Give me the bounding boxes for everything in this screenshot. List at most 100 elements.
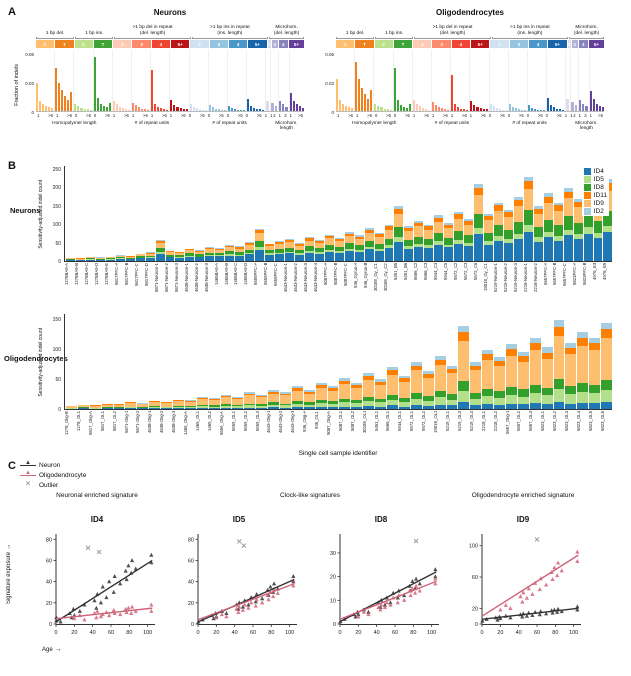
spectrum-bar [386, 109, 389, 111]
bar-segment [454, 218, 464, 232]
scatter-plot-id8: 0 20 40 60 80 100 0 10 20 30 [330, 534, 439, 636]
bar-segment [523, 225, 533, 232]
bar-segment [553, 202, 563, 206]
bar-segment [424, 229, 434, 239]
x-tick-label: 40 [90, 630, 96, 636]
axis-group-caption: # of repeat units [512, 121, 547, 126]
spectrum-bar [432, 101, 435, 111]
bar-segment [173, 400, 184, 402]
bar-segment [553, 205, 563, 211]
bar-segment [444, 244, 454, 248]
panel-b-stacked-counts: Neurons Sensitivity-adjusted indel count… [0, 158, 631, 458]
bar-segment [434, 404, 446, 409]
indel-subtype-box: 5+ [588, 40, 605, 48]
sample-label: 5559_OL2 [243, 411, 248, 432]
y-axis-title-text: Signature exposure [6, 552, 12, 605]
stacked-bar [125, 314, 137, 409]
bar-segment [280, 403, 291, 406]
bar-segment [577, 346, 589, 383]
x-tick-group: 0 >5 [93, 113, 111, 120]
x-tick-group: 1 >5 [289, 113, 304, 120]
bar-segment [375, 402, 387, 407]
spectrum-bar [237, 110, 240, 111]
legend-item: ID8 [583, 184, 607, 191]
spectrum-bar [451, 75, 454, 111]
bar-segment [398, 381, 410, 398]
bar-segment [339, 406, 351, 409]
spectrum-bar [173, 105, 176, 111]
bar-segment [137, 403, 149, 404]
sample-label: 5657PFC-C [563, 263, 568, 286]
sample-label: 4638-Olig-2 [160, 411, 165, 434]
data-point-triangle [388, 600, 393, 605]
bar-segment [434, 233, 444, 242]
channel-block [207, 50, 227, 111]
data-point-triangle [417, 588, 422, 593]
bar-segment [265, 253, 275, 255]
data-point-triangle [559, 609, 564, 614]
stacked-bar [484, 166, 493, 261]
x-tick-group: 0 >5 [226, 113, 244, 120]
stacked-bar [444, 166, 454, 261]
stacked-bar [115, 166, 125, 261]
sample-label: 2218-Neuron-2 [533, 263, 538, 292]
data-point-triangle [376, 605, 381, 610]
spectrum-bar [179, 108, 182, 111]
data-point-triangle [575, 604, 580, 609]
x-tick-label: >5 [199, 113, 205, 118]
bar-segment [394, 206, 404, 209]
y-tick-label: 0 [49, 622, 52, 628]
bar-segment [484, 220, 493, 233]
data-point-triangle [575, 558, 580, 563]
spectrum-bar [415, 103, 418, 111]
spectrum-bar [74, 104, 77, 111]
bar-segment [374, 251, 384, 261]
data-point-triangle [555, 609, 560, 614]
x-tick-group: 1 [264, 113, 269, 120]
data-point-triangle [382, 602, 388, 607]
data-point-triangle [552, 565, 557, 570]
spectrum-bar [70, 92, 73, 111]
category-bracket [75, 37, 114, 39]
spectrum-bar [418, 106, 421, 111]
spectrum-bar [192, 107, 195, 111]
x-tick-label: 1 [450, 113, 454, 118]
bar-segment [541, 352, 553, 359]
spectrum-bar [36, 82, 39, 111]
sample-label: 5823_OL1 [541, 411, 546, 432]
channel-block [546, 50, 565, 111]
data-point-triangle [433, 574, 438, 579]
data-point-triangle [413, 576, 419, 581]
panel-c-label: C [8, 460, 16, 472]
axis-group-caption: # of repeat units [212, 121, 247, 126]
bar-segment [220, 397, 232, 405]
data-point-triangle [291, 583, 296, 588]
bar-segment [589, 343, 601, 351]
bar-segment [184, 401, 196, 402]
bar-segment [364, 232, 374, 241]
data-point-triangle [408, 593, 413, 598]
x-tick-label: 40 [516, 630, 522, 636]
data-point-triangle [402, 593, 407, 598]
sample-label: 5219-Neuron-3 [513, 263, 518, 292]
spectrum-bar [132, 102, 135, 111]
sample-label: 936_OL1 [315, 411, 320, 429]
bar-segment [173, 407, 184, 409]
bar-segment [543, 202, 553, 220]
sample-label: 1465BA9-D [244, 263, 249, 286]
channel-block [469, 50, 488, 111]
bar-segment [387, 394, 398, 400]
bar-segment [458, 402, 470, 409]
channel-block [270, 50, 278, 111]
bar-segment [593, 221, 603, 233]
bar-segment [85, 258, 95, 260]
spectrum-bar [454, 104, 457, 111]
bar-segment [235, 255, 245, 261]
outlier-x-marker [85, 545, 91, 551]
x-tick-label: >5 [105, 113, 110, 118]
bar-segment [315, 387, 327, 401]
bar-segment [364, 228, 374, 230]
data-point-triangle [555, 560, 561, 565]
spectrum-bar [412, 99, 415, 111]
bar-segment [503, 217, 513, 230]
